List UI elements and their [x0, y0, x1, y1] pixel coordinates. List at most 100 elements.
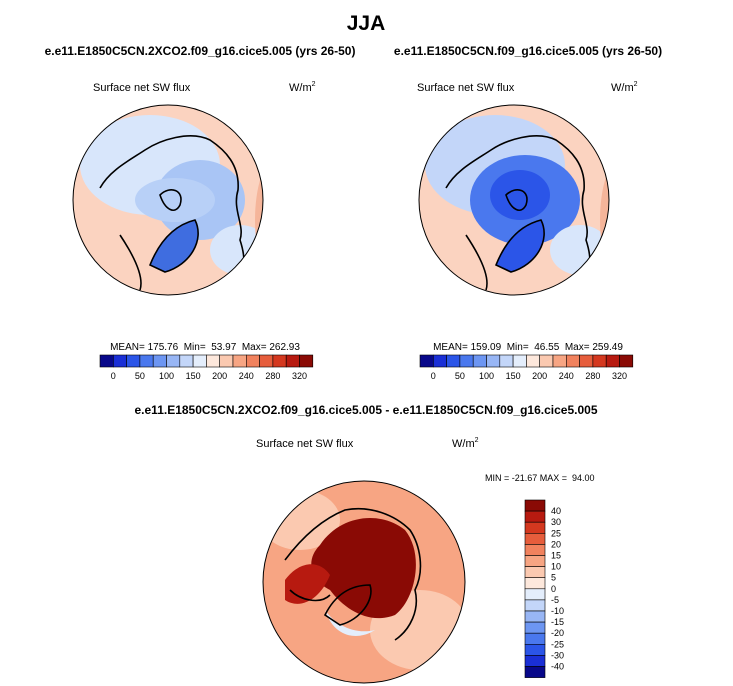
stats-label: MIN = -21.67 MAX = 94.00 [485, 473, 595, 483]
colorbar-box [524, 621, 546, 634]
colorbar-label: -25 [551, 639, 564, 649]
colorbar-box [246, 354, 260, 368]
colorbar-label: 100 [159, 371, 174, 381]
colorbar-box [472, 354, 487, 368]
colorbar-box [285, 354, 300, 368]
map-border [418, 104, 610, 296]
colorbar-label: 240 [559, 371, 574, 381]
colorbar-label: 20 [551, 539, 561, 549]
units-sup: 2 [475, 437, 479, 444]
colorbar-label: 50 [455, 371, 465, 381]
colorbar-box [605, 354, 620, 368]
variable-label: Surface net SW flux [256, 438, 354, 450]
colorbar-label: 320 [612, 371, 627, 381]
colorbar-label: 15 [551, 551, 561, 561]
units-sup: 2 [634, 81, 638, 88]
colorbar-box [459, 354, 474, 368]
colorbar-box [619, 354, 634, 368]
panel-title: e.e11.E1850C5CN.2XCO2.f09_g16.cice5.005 … [135, 403, 598, 417]
panel-title: e.e11.E1850C5CN.2XCO2.f09_g16.cice5.005 … [45, 44, 356, 58]
colorbar-label: 30 [551, 517, 561, 527]
panel-title: e.e11.E1850C5CN.f09_g16.cice5.005 (yrs 2… [394, 44, 662, 58]
colorbar-label: 100 [479, 371, 494, 381]
colorbar-box [272, 354, 287, 368]
units-label: W/m2 [289, 81, 316, 94]
colorbar-box [592, 354, 607, 368]
units-base: W/m [452, 438, 475, 450]
variable-label: Surface net SW flux [93, 82, 191, 94]
colorbar-box [446, 354, 461, 368]
colorbar-label: 50 [135, 371, 145, 381]
units-label: W/m2 [611, 81, 638, 94]
map-border [262, 480, 466, 684]
colorbar-box [524, 632, 546, 645]
colorbar-box [579, 354, 594, 368]
colorbar-box [539, 354, 554, 368]
colorbar-label: -5 [551, 595, 559, 605]
colorbar-box [419, 354, 434, 368]
colorbar-box [299, 354, 314, 368]
colorbar-label: -30 [551, 650, 564, 660]
colorbar-box [552, 354, 567, 368]
colorbar-box [126, 354, 141, 368]
colorbar-box [524, 610, 546, 623]
colorbar-label: 5 [551, 573, 556, 583]
colorbar-label: 0 [431, 371, 436, 381]
colorbar-box [524, 643, 546, 656]
colorbar-box [486, 354, 501, 368]
colorbar-label: 320 [292, 371, 307, 381]
colorbar-label: -20 [551, 628, 564, 638]
units-sup: 2 [312, 81, 316, 88]
colorbar-box [499, 354, 514, 368]
colorbar-box [99, 354, 114, 368]
stats-label: MEAN= 159.09 Min= 46.55 Max= 259.49 [433, 342, 623, 353]
stats-label: MEAN= 175.76 Min= 53.97 Max= 262.93 [110, 342, 300, 353]
units-label: W/m2 [452, 437, 479, 450]
colorbar-box [524, 588, 546, 601]
colorbar-box [524, 599, 546, 612]
colorbar-box [512, 354, 527, 368]
colorbar-box [524, 566, 546, 578]
units-base: W/m [611, 82, 634, 94]
colorbar-box [206, 354, 220, 368]
colorbar-box [179, 354, 194, 368]
colorbar-box [192, 354, 207, 368]
colorbar-box [139, 354, 154, 368]
colorbar-label: 0 [111, 371, 116, 381]
colorbar-label: 150 [506, 371, 521, 381]
colorbar-box [524, 510, 546, 523]
colorbar-box [152, 354, 167, 368]
colorbar: 0 50 100 150 200 240 280 320 [99, 354, 314, 381]
colorbar-box [526, 354, 541, 368]
colorbar-label: 200 [212, 371, 227, 381]
colorbar-label: -15 [551, 617, 564, 627]
colorbar-box [113, 354, 127, 368]
units-base: W/m [289, 82, 312, 94]
colorbar-box [524, 499, 546, 512]
variable-label: Surface net SW flux [417, 82, 515, 94]
colorbar: 0 50 100 150 200 240 280 320 [419, 354, 634, 381]
colorbar-label: 40 [551, 506, 561, 516]
colorbar-label: 240 [239, 371, 254, 381]
colorbar-box [524, 577, 546, 590]
map-border [72, 104, 264, 296]
colorbar-box [219, 354, 234, 368]
colorbar-label: 280 [585, 371, 600, 381]
colorbar-box [524, 544, 546, 556]
colorbar-label: 25 [551, 528, 561, 538]
colorbar-box [524, 532, 546, 545]
colorbar-label: -10 [551, 606, 564, 616]
colorbar-box [524, 521, 546, 534]
colorbar-box [232, 354, 247, 368]
colorbar-label: 10 [551, 562, 561, 572]
colorbar-box [432, 354, 447, 368]
figure-title: JJA [347, 12, 386, 35]
colorbar-box [259, 354, 274, 368]
colorbar-box [524, 655, 546, 667]
colorbar-label: -40 [551, 662, 564, 672]
colorbar-label: 150 [186, 371, 201, 381]
colorbar-label: 0 [551, 584, 556, 594]
colorbar-box [524, 555, 546, 567]
colorbar-box [565, 354, 580, 368]
